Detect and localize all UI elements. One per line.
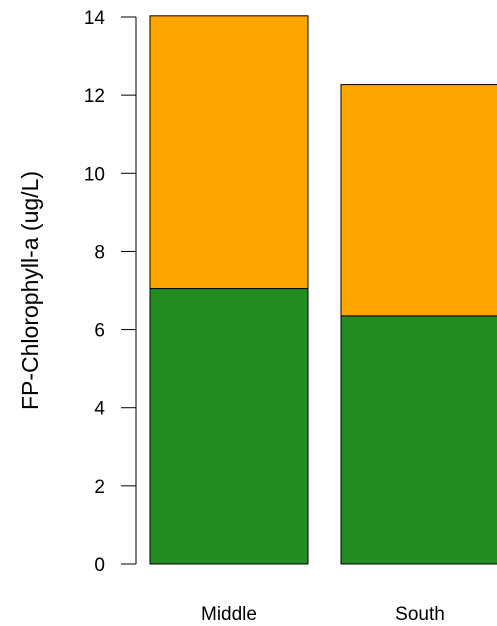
y-tick-label: 12 bbox=[84, 86, 105, 107]
bars-group bbox=[149, 15, 497, 565]
y-tick-label: 2 bbox=[94, 477, 105, 498]
bar-south-segment-2 bbox=[340, 84, 497, 317]
bar-middle-segment-2 bbox=[149, 15, 309, 290]
y-tick-label: 10 bbox=[84, 164, 105, 185]
y-axis-title: FP-Chlorophyll-a (ug/L) bbox=[17, 171, 43, 410]
bar-south-segment-1 bbox=[340, 315, 497, 565]
x-tick-label-middle: Middle bbox=[201, 604, 257, 625]
y-tick-label: 8 bbox=[94, 242, 105, 263]
x-tick-label-south: South bbox=[395, 604, 445, 625]
y-axis: 0 2 4 6 8 10 12 14 bbox=[84, 8, 137, 576]
bar-middle-segment-1 bbox=[149, 288, 309, 565]
y-tick-label: 6 bbox=[94, 321, 105, 342]
y-tick-label: 4 bbox=[94, 399, 105, 420]
y-tick-label: 14 bbox=[84, 8, 106, 29]
y-tick-label: 0 bbox=[94, 555, 105, 576]
x-axis-labels: Middle South bbox=[201, 604, 445, 625]
